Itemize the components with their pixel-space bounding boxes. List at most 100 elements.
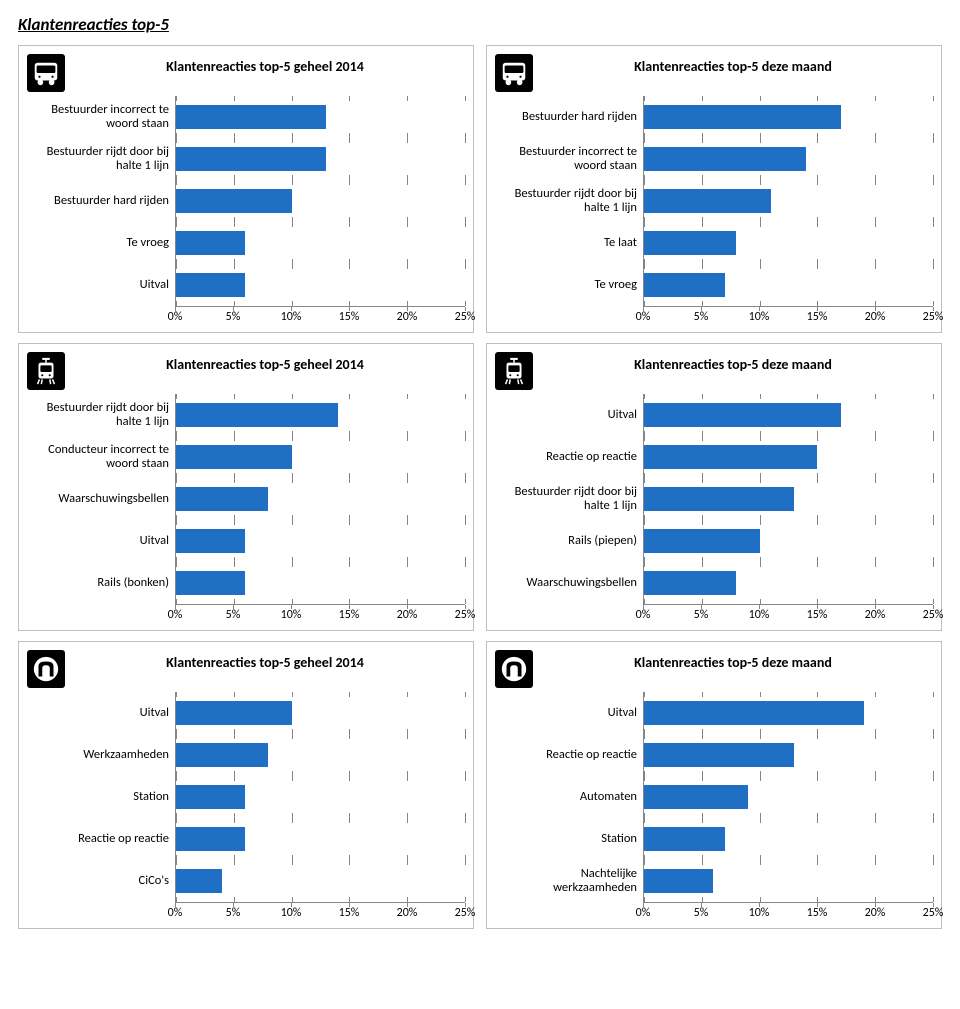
panel-title: Klantenreacties top-5 geheel 2014	[65, 650, 465, 671]
x-tick-label: 15%	[339, 310, 360, 324]
bar-row: Bestuurder rijdt door bij halte 1 lijn	[27, 394, 465, 436]
x-tick-label: 0%	[636, 608, 651, 622]
x-tick-label: 10%	[749, 310, 770, 324]
category-label: Reactie op reactie	[27, 832, 175, 846]
plot-area	[643, 692, 933, 734]
chart-body: Bestuurder incorrect te woord staan Bestu…	[27, 96, 465, 328]
metro-icon	[27, 650, 65, 688]
x-tick-label: 25%	[455, 906, 476, 920]
plot-area	[175, 264, 465, 306]
bar-row: Bestuurder incorrect te woord staan	[27, 96, 465, 138]
plot-area	[175, 776, 465, 818]
plot-area	[175, 562, 465, 604]
bar-row: Nachtelijke werkzaamheden	[495, 860, 933, 902]
bar	[176, 785, 245, 809]
bar-row: Uitval	[27, 520, 465, 562]
bar	[176, 869, 222, 893]
bar-row: Rails (piepen)	[495, 520, 933, 562]
bar-row: Station	[495, 818, 933, 860]
plot-area	[643, 222, 933, 264]
x-axis: 0%5%10%15%20%25%	[27, 306, 465, 328]
category-label: Bestuurder incorrect te woord staan	[27, 103, 175, 132]
category-label: Uitval	[495, 706, 643, 720]
plot-area	[175, 138, 465, 180]
chart-panel: Klantenreacties top-5 geheel 2014 Bestuur…	[18, 343, 474, 631]
bar-row: Station	[27, 776, 465, 818]
bar-row: Bestuurder incorrect te woord staan	[495, 138, 933, 180]
x-tick-label: 25%	[923, 310, 944, 324]
bar-row: Werkzaamheden	[27, 734, 465, 776]
bar-row: Rails (bonken)	[27, 562, 465, 604]
bar	[644, 189, 771, 213]
category-label: Uitval	[27, 706, 175, 720]
bar	[644, 105, 841, 129]
category-label: Station	[27, 790, 175, 804]
x-tick-label: 20%	[865, 906, 886, 920]
plot-area	[175, 860, 465, 902]
category-label: Nachtelijke werkzaamheden	[495, 867, 643, 896]
category-label: Uitval	[27, 534, 175, 548]
x-tick-label: 0%	[168, 906, 183, 920]
category-label: Bestuurder rijdt door bij halte 1 lijn	[27, 401, 175, 430]
panel-header: Klantenreacties top-5 geheel 2014	[27, 54, 465, 92]
category-label: Reactie op reactie	[495, 748, 643, 762]
chart-body: Bestuurder hard rijdenBestuurder incorre…	[495, 96, 933, 328]
x-tick-label: 25%	[455, 608, 476, 622]
plot-area	[643, 394, 933, 436]
chart-body: UitvalReactie op reactieAutomatenStation…	[495, 692, 933, 924]
plot-area	[175, 180, 465, 222]
chart-panel: Klantenreacties top-5 deze maandBestuurd…	[486, 45, 942, 333]
category-label: Uitval	[27, 278, 175, 292]
bar	[176, 147, 326, 171]
plot-area	[643, 478, 933, 520]
bar	[176, 273, 245, 297]
plot-area	[643, 264, 933, 306]
bar	[176, 231, 245, 255]
chart-body: Bestuurder rijdt door bij halte 1 lijn Co…	[27, 394, 465, 626]
bar	[644, 785, 748, 809]
x-tick-label: 0%	[636, 906, 651, 920]
x-tick-label: 15%	[339, 608, 360, 622]
bar-row: Uitval	[495, 692, 933, 734]
chart-panel: Klantenreacties top-5 deze maand Uitval Re…	[486, 343, 942, 631]
plot-area	[643, 180, 933, 222]
x-axis: 0%5%10%15%20%25%	[27, 902, 465, 924]
plot-area	[643, 436, 933, 478]
panel-title: Klantenreacties top-5 deze maand	[533, 352, 933, 373]
plot-area	[643, 96, 933, 138]
category-label: Waarschuwingsbellen	[495, 576, 643, 590]
bar	[644, 827, 725, 851]
plot-area	[175, 734, 465, 776]
bar	[176, 529, 245, 553]
x-tick-label: 15%	[807, 906, 828, 920]
category-label: Reactie op reactie	[495, 450, 643, 464]
bar-row: Te vroeg	[27, 222, 465, 264]
bar-row: Reactie op reactie	[495, 734, 933, 776]
bar	[644, 869, 713, 893]
bar-row: Bestuurder hard rijden	[27, 180, 465, 222]
category-label: Rails (bonken)	[27, 576, 175, 590]
x-tick-label: 10%	[281, 906, 302, 920]
x-tick-label: 5%	[226, 310, 241, 324]
panel-header: Klantenreacties top-5 geheel 2014	[27, 650, 465, 688]
panel-title: Klantenreacties top-5 geheel 2014	[65, 54, 465, 75]
x-tick-label: 20%	[865, 608, 886, 622]
category-label: Conducteur incorrect te woord staan	[27, 443, 175, 472]
bar-row: Uitval	[495, 394, 933, 436]
bar	[644, 147, 806, 171]
category-label: Te laat	[495, 236, 643, 250]
panel-header: Klantenreacties top-5 deze maand	[495, 352, 933, 390]
x-tick-label: 5%	[694, 310, 709, 324]
plot-area	[175, 96, 465, 138]
category-label: Rails (piepen)	[495, 534, 643, 548]
category-label: Bestuurder incorrect te woord staan	[495, 145, 643, 174]
bar-row: Uitval	[27, 264, 465, 306]
panel-title: Klantenreacties top-5 geheel 2014	[65, 352, 465, 373]
plot-area	[643, 520, 933, 562]
category-label: Te vroeg	[27, 236, 175, 250]
plot-area	[643, 818, 933, 860]
x-axis: 0%5%10%15%20%25%	[495, 902, 933, 924]
bar	[176, 445, 292, 469]
x-axis: 0%5%10%15%20%25%	[495, 306, 933, 328]
plot-area	[175, 818, 465, 860]
